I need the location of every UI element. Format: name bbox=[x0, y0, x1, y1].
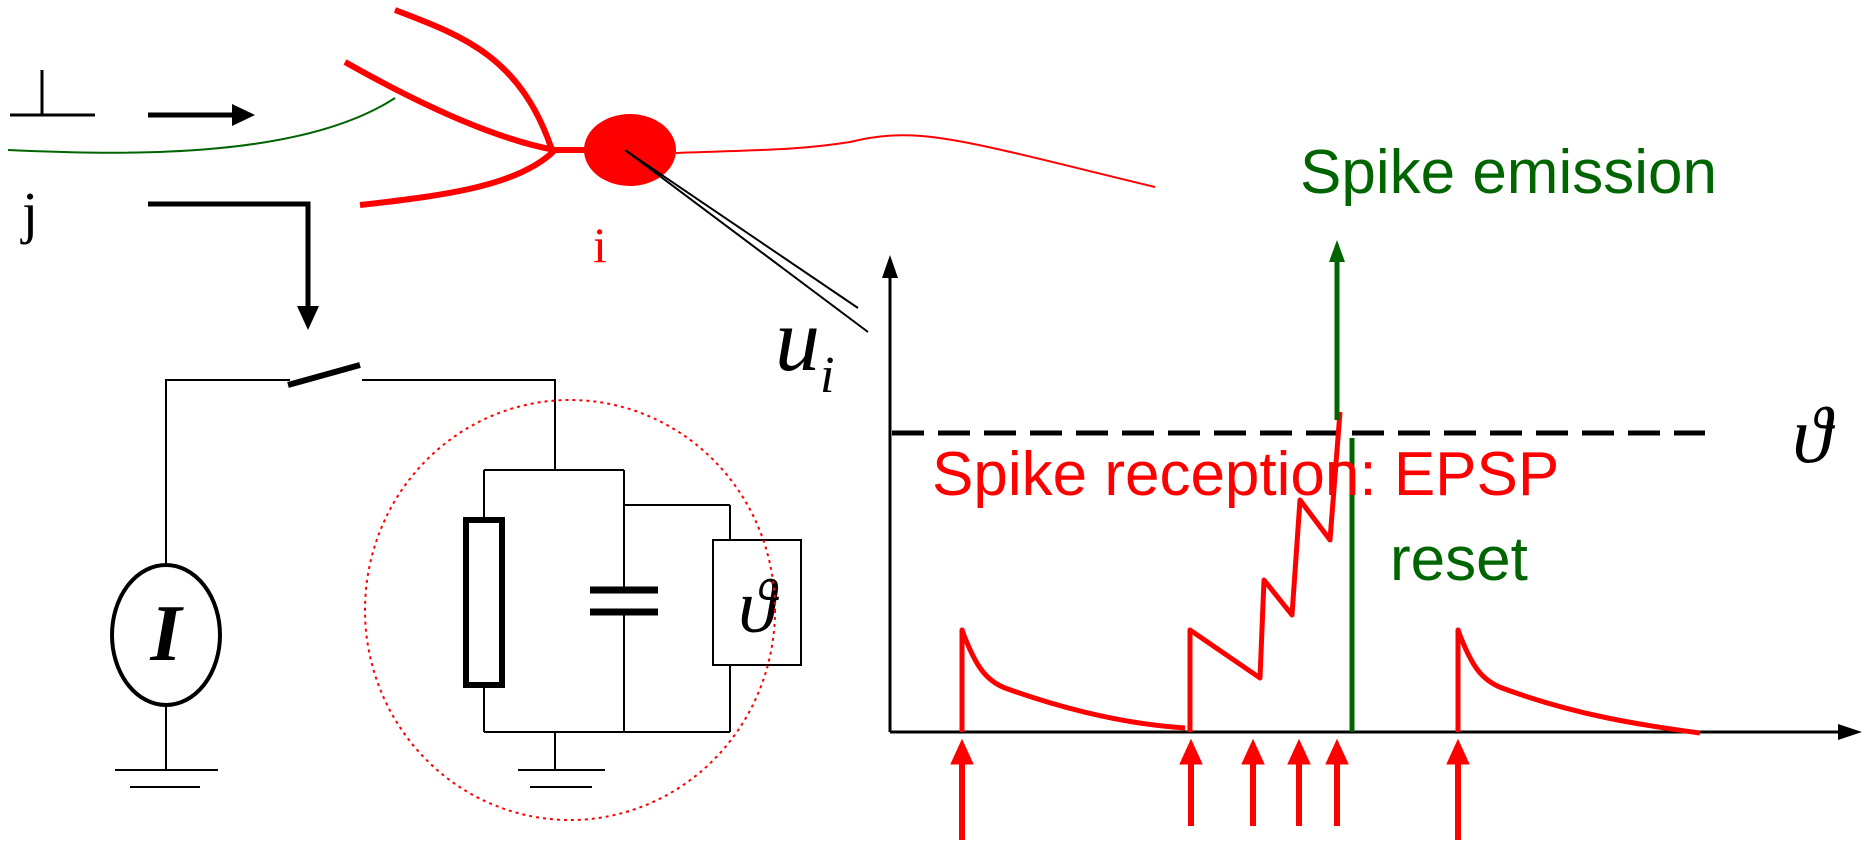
equivalent-circuit: I ϑ bbox=[110, 201, 802, 821]
input-spike-arrows bbox=[950, 738, 1470, 840]
epsp-trace bbox=[959, 411, 1701, 736]
dendrites bbox=[343, 7, 600, 208]
input-spike-arrow bbox=[1179, 738, 1203, 826]
reset-label: reset bbox=[1390, 525, 1528, 594]
input-spike-arrow bbox=[1325, 738, 1349, 826]
propagation-arrow bbox=[148, 104, 255, 126]
neuron-sketch: j i bbox=[7, 7, 1156, 333]
plot-threshold-symbol: ϑ bbox=[1792, 392, 1835, 480]
input-spike-arrow bbox=[1241, 738, 1265, 826]
y-axis-arrow bbox=[882, 255, 898, 278]
switch bbox=[287, 362, 361, 388]
membrane-potential-label: ui bbox=[775, 291, 834, 404]
capacitor bbox=[590, 586, 658, 616]
postsynaptic-axon bbox=[675, 134, 1156, 188]
spike-emission-label: Spike emission bbox=[1300, 138, 1717, 207]
presynaptic-axon bbox=[7, 97, 396, 154]
input-spike-arrow bbox=[1446, 738, 1470, 840]
membrane-symbol: u bbox=[775, 291, 820, 390]
resistor bbox=[463, 517, 505, 688]
electrode bbox=[624, 149, 869, 333]
spike-emission bbox=[1329, 240, 1345, 420]
presynaptic-label: j bbox=[20, 180, 38, 245]
x-axis-arrow bbox=[1838, 724, 1862, 740]
current-source-symbol: I bbox=[149, 590, 184, 678]
threshold-box-symbol: ϑ bbox=[738, 565, 779, 649]
membrane-plot: Spike emission Spike reception: EPSP res… bbox=[775, 138, 1862, 840]
current-source: I bbox=[110, 563, 222, 707]
input-spike-arrow bbox=[950, 738, 974, 840]
input-arrow bbox=[148, 201, 319, 330]
circuit-wires bbox=[165, 379, 731, 770]
membrane-subscript: i bbox=[820, 347, 834, 404]
input-spike-arrow bbox=[1287, 738, 1311, 826]
threshold-box: ϑ bbox=[712, 539, 802, 666]
spike-reception-label: Spike reception: EPSP bbox=[932, 440, 1559, 509]
presynaptic-spike-symbol bbox=[10, 70, 95, 117]
postsynaptic-label: i bbox=[593, 217, 607, 273]
soma-circle bbox=[364, 399, 776, 821]
ground-symbols bbox=[115, 769, 605, 788]
